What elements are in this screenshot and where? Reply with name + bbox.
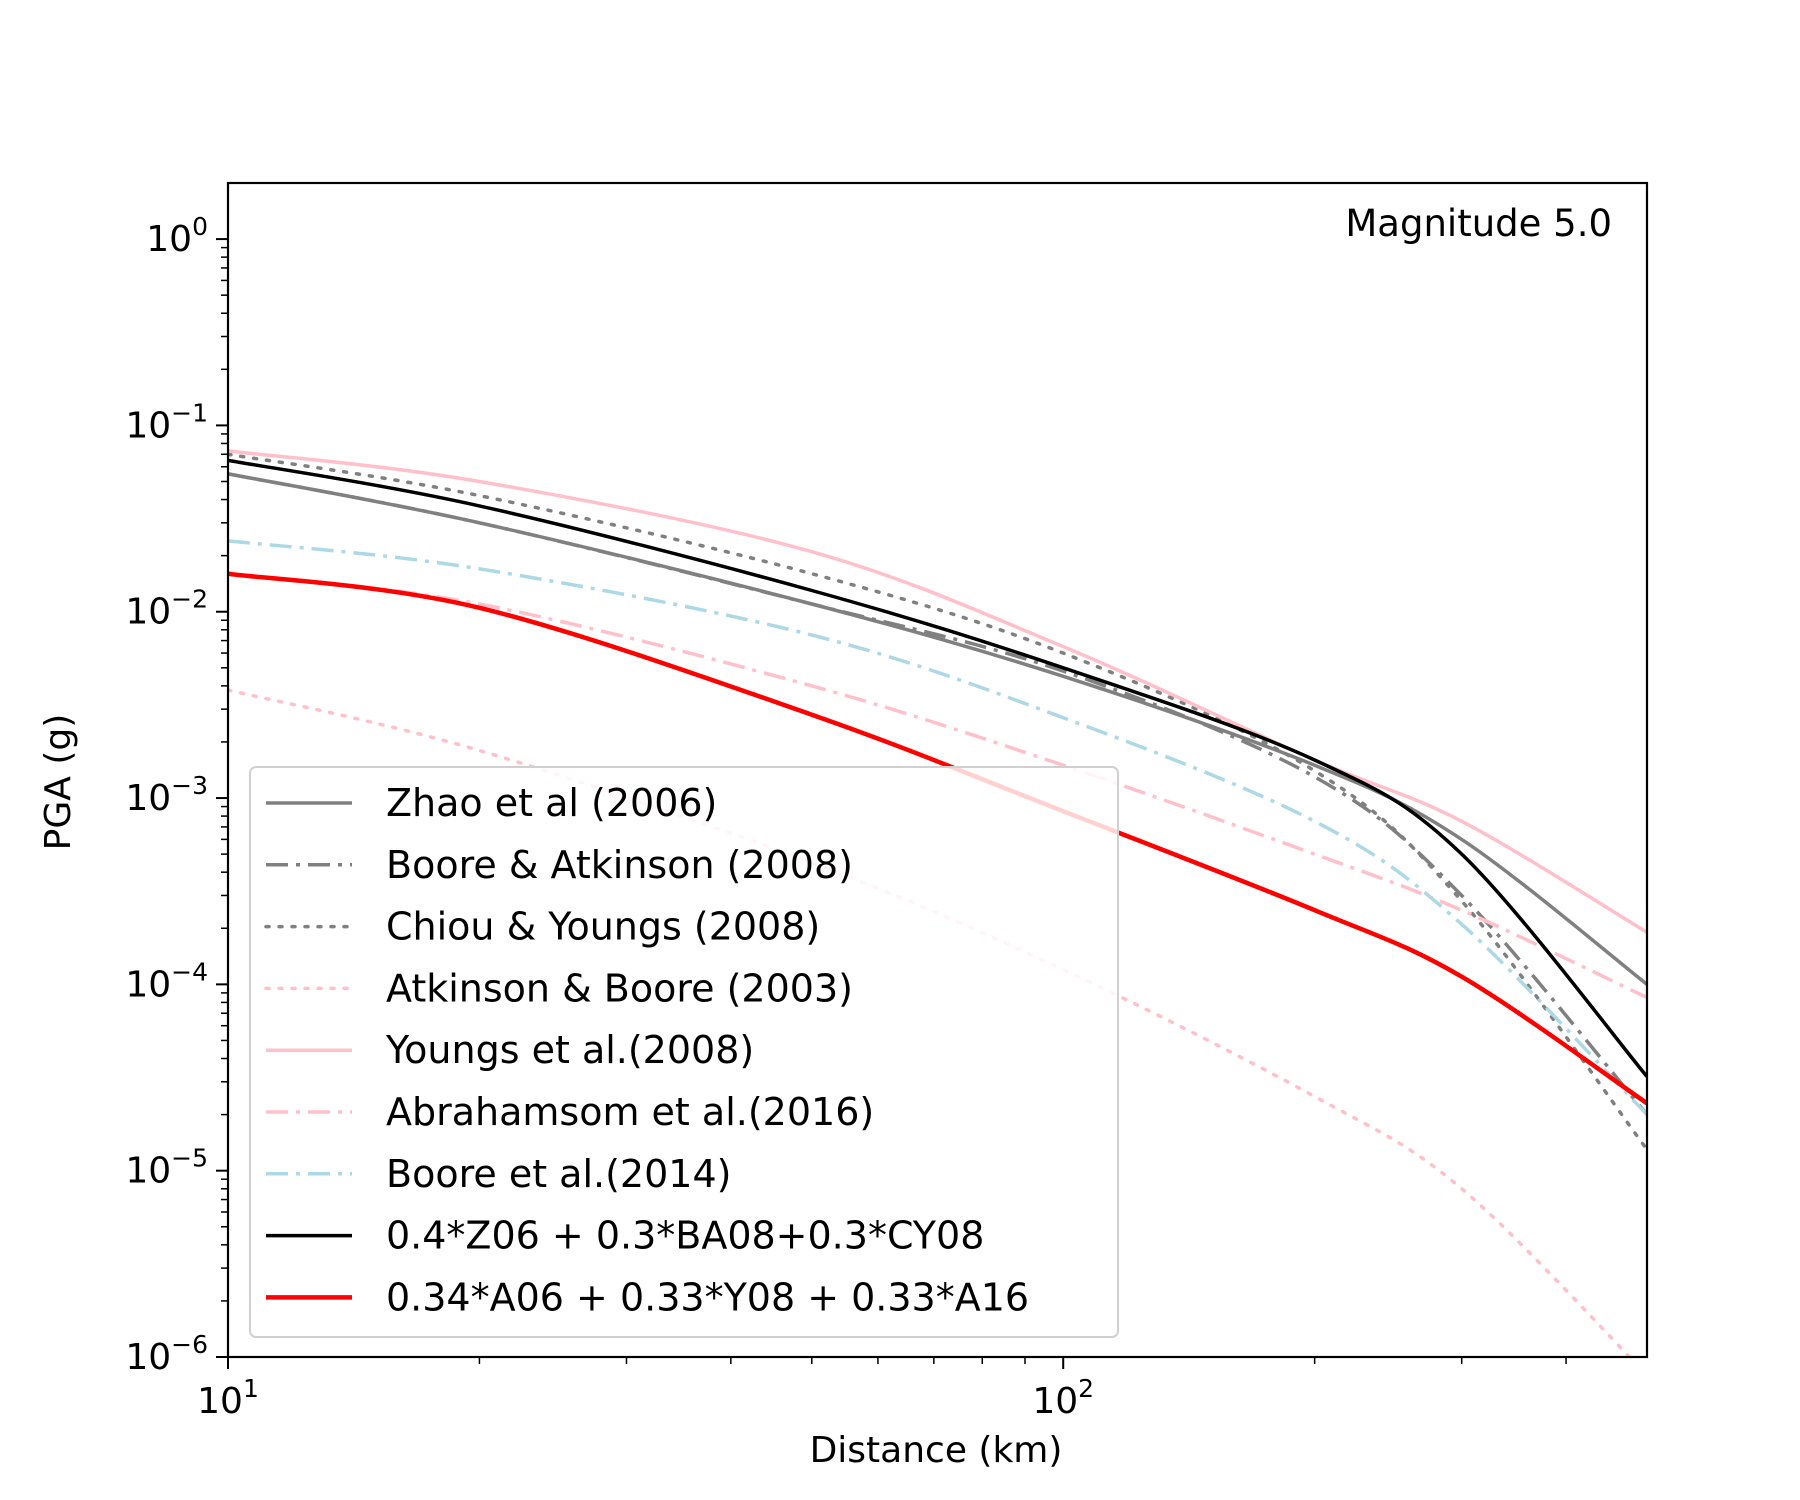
series-line-7 xyxy=(228,539,1647,1116)
legend-label-1: Zhao et al (2006) xyxy=(386,781,717,825)
legend-label-8: 0.4*Z06 + 0.3*BA08+0.3*CY08 xyxy=(386,1214,984,1258)
legend-label-2: Boore & Atkinson (2008) xyxy=(386,843,853,887)
y-tick-label: 10−4 xyxy=(125,957,208,1005)
series-line-6 xyxy=(228,571,1647,1000)
y-tick-label: 10−6 xyxy=(125,1330,208,1378)
legend-box xyxy=(249,766,1119,1338)
legend: Zhao et al (2006) Boore & Atkinson (2008)… xyxy=(249,766,1119,1338)
legend-label-7: Boore et al.(2014) xyxy=(386,1152,731,1196)
y-axis-title: PGA (g) xyxy=(38,714,79,851)
y-tick-label: 10−5 xyxy=(125,1144,208,1192)
legend-label-6: Abrahamsom et al.(2016) xyxy=(386,1090,874,1134)
series-line-8 xyxy=(228,458,1647,1078)
plot-frame xyxy=(226,181,1649,1359)
y-tick-label: 10−2 xyxy=(125,585,208,633)
chart-annotation: Magnitude 5.0 xyxy=(1345,202,1612,245)
legend-label-4: Atkinson & Boore (2003) xyxy=(386,966,853,1010)
series-line-3 xyxy=(228,452,1647,1152)
y-tick-label: 100 xyxy=(146,212,208,260)
y-tick-label: 10−3 xyxy=(125,771,208,819)
legend-label-5: Youngs et al.(2008) xyxy=(385,1028,754,1072)
y-tick-label: 10−1 xyxy=(125,398,208,446)
x-axis-title: Distance (km) xyxy=(810,1430,1063,1471)
legend-label-9: 0.34*A06 + 0.33*Y08 + 0.33*A16 xyxy=(386,1275,1029,1319)
series-line-5 xyxy=(228,449,1647,934)
series-line-2 xyxy=(228,472,1647,1116)
legend-label-3: Chiou & Youngs (2008) xyxy=(386,905,820,949)
